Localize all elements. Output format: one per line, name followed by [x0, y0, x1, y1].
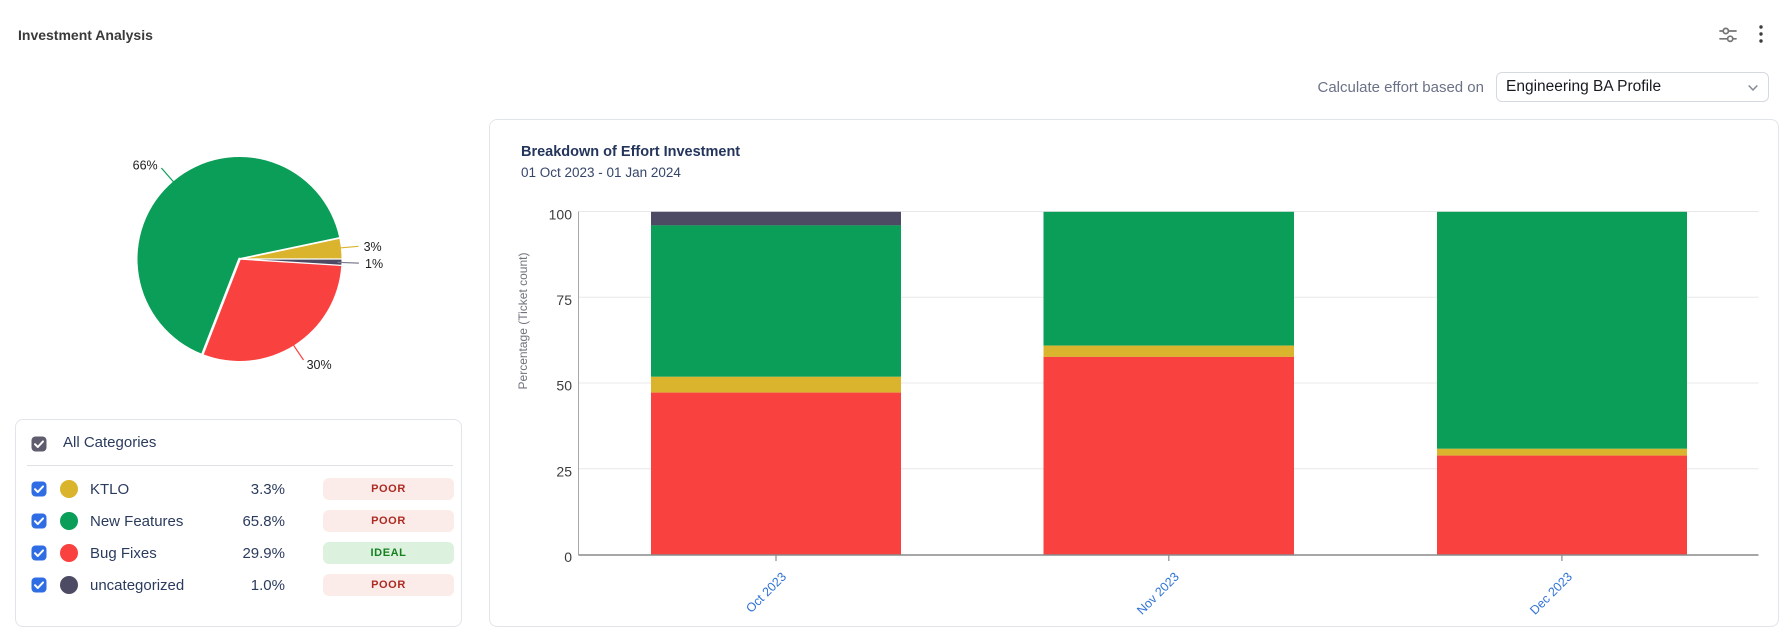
svg-text:30%: 30%	[307, 358, 332, 372]
svg-text:Oct 2023: Oct 2023	[743, 570, 789, 616]
svg-text:Percentage (Ticket count): Percentage (Ticket count)	[516, 253, 530, 390]
svg-text:75: 75	[556, 292, 572, 308]
svg-text:100: 100	[549, 207, 573, 223]
svg-text:3%: 3%	[364, 240, 382, 254]
svg-text:0: 0	[564, 549, 572, 565]
svg-text:Dec 2023: Dec 2023	[1527, 570, 1575, 618]
svg-text:66%: 66%	[133, 159, 158, 173]
svg-text:50: 50	[556, 378, 572, 394]
svg-text:1%: 1%	[365, 257, 383, 271]
svg-text:25: 25	[556, 464, 572, 480]
svg-text:Nov 2023: Nov 2023	[1134, 570, 1182, 618]
